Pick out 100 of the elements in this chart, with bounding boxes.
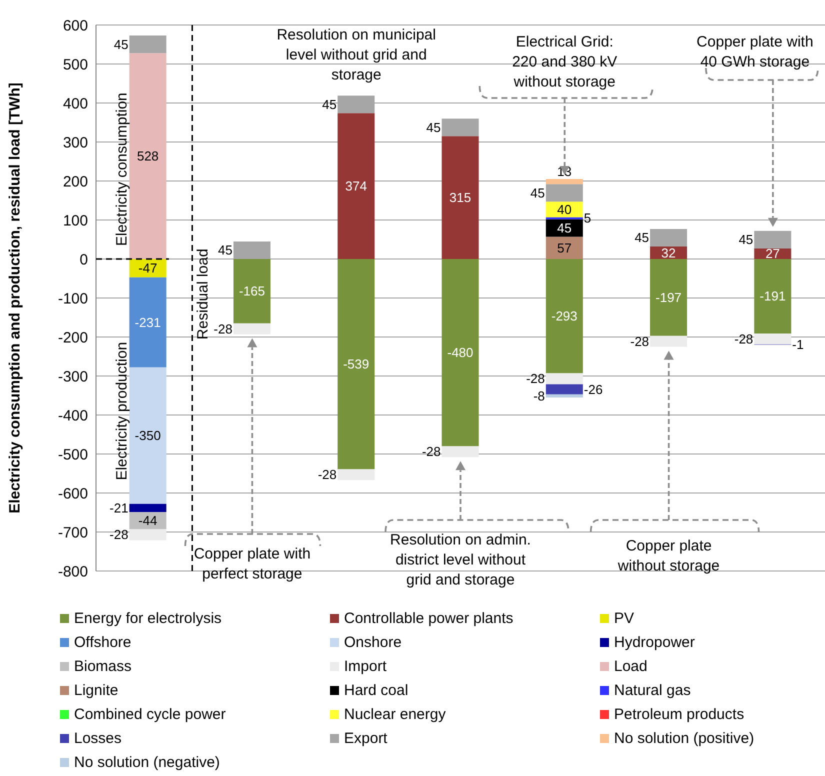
bar	[129, 259, 166, 278]
y-tick-label: -700	[58, 524, 88, 542]
y-tick-label: 100	[62, 212, 88, 230]
legend-label: No solution (positive)	[614, 730, 754, 746]
data-label: 27	[765, 246, 780, 262]
data-label: 45	[426, 120, 441, 135]
y-tick-label: -200	[58, 329, 88, 346]
bar	[233, 323, 270, 334]
bar	[546, 236, 583, 259]
data-label: -28	[630, 334, 650, 349]
legend-label: Nuclear energy	[344, 706, 446, 722]
bar	[129, 367, 166, 504]
data-label: -44	[138, 513, 158, 528]
data-label: 45	[114, 36, 128, 52]
annotation: Electrical Grid: 220 and 380 kV without storage	[512, 34, 618, 90]
annotation: Electricity production	[114, 342, 131, 480]
annotation: Electricity consumption	[114, 92, 131, 246]
data-label: 32	[661, 245, 676, 260]
bar	[546, 184, 583, 202]
data-label: -28	[734, 331, 754, 346]
bar	[546, 202, 583, 218]
bar	[546, 373, 583, 384]
annotation: Residual load	[194, 248, 212, 340]
data-label: 45	[530, 185, 545, 200]
data-label: -28	[214, 321, 232, 336]
y-tick-label: 500	[62, 56, 88, 74]
bar	[129, 529, 166, 540]
data-label: -28	[526, 371, 545, 386]
data-label: -539	[343, 356, 370, 372]
data-label: -350	[134, 428, 161, 444]
legend-label: Biomass	[74, 658, 132, 674]
data-label: 45	[218, 242, 232, 258]
legend-label: Hydropower	[614, 634, 695, 650]
bar	[546, 179, 583, 184]
bar	[442, 118, 479, 136]
data-label: -8	[533, 388, 545, 404]
annotation: Resolution on admin. district level without grid and storage	[390, 532, 531, 588]
bar	[754, 259, 792, 334]
data-label: -197	[656, 290, 682, 305]
data-label: -293	[551, 308, 578, 324]
bar	[650, 228, 688, 247]
bar	[442, 446, 479, 458]
y-tick-label: 400	[62, 95, 88, 112]
legend-label: PV	[614, 610, 634, 626]
legend-label: Offshore	[74, 634, 132, 650]
data-label: -21	[110, 500, 128, 516]
data-label: -165	[238, 284, 265, 299]
bar	[546, 259, 583, 374]
bar	[338, 113, 375, 259]
data-label: -47	[138, 260, 158, 276]
bar	[129, 36, 166, 54]
bar	[650, 259, 688, 336]
legend-label: No solution (negative)	[74, 754, 220, 770]
data-label: 45	[557, 220, 572, 236]
legend-label: Import	[344, 658, 387, 674]
data-label: -231	[134, 314, 161, 330]
data-label: 40	[557, 202, 572, 217]
bar	[338, 469, 375, 480]
bar	[442, 259, 479, 446]
annotation: Copper plate with 40 GWh storage	[696, 34, 814, 70]
legend-label: Hard coal	[344, 682, 408, 698]
bar	[754, 230, 792, 248]
data-label: 315	[449, 190, 472, 206]
y-tick-label: -500	[58, 446, 88, 464]
bar	[129, 277, 166, 368]
data-label: -26	[584, 382, 603, 397]
bar	[129, 53, 166, 259]
data-label: -28	[318, 467, 337, 482]
legend-label: Losses	[74, 730, 122, 746]
data-label: 528	[136, 148, 159, 164]
legend-label: Controllable power plants	[344, 610, 514, 626]
y-tick-label: -400	[58, 407, 88, 424]
legend-label: Load	[614, 658, 648, 674]
data-label: 45	[738, 232, 754, 248]
legend-label: Energy for electrolysis	[74, 610, 222, 626]
data-label: 57	[557, 240, 572, 256]
data-label: -28	[422, 444, 441, 460]
annotation: Copper plate without storage	[616, 538, 720, 574]
bar	[546, 219, 583, 237]
y-tick-label: 600	[62, 17, 88, 34]
data-label: -191	[760, 288, 786, 304]
annotation: Copper plate with perfect storage	[194, 546, 311, 582]
legend-label: Lignite	[74, 682, 118, 698]
y-axis-title: Electricity consumption and production, residual load [TWh]	[6, 82, 24, 514]
data-label: 374	[345, 178, 367, 194]
bar	[129, 512, 166, 530]
bar	[233, 259, 270, 324]
bar	[650, 336, 688, 347]
annotation: Resolution on municipal level without grid and storage	[276, 26, 436, 84]
legend-label: Petroleum products	[614, 706, 744, 722]
y-tick-label: -600	[58, 485, 88, 502]
bar	[442, 136, 479, 259]
y-tick-label: 300	[62, 134, 88, 152]
y-tick-label: 0	[80, 251, 88, 268]
data-label: 45	[322, 96, 337, 112]
bar	[338, 259, 375, 470]
y-tick-label: -300	[58, 368, 88, 386]
data-label: -28	[110, 527, 128, 542]
data-label: 45	[634, 230, 650, 246]
legend-label: Onshore	[344, 634, 402, 650]
